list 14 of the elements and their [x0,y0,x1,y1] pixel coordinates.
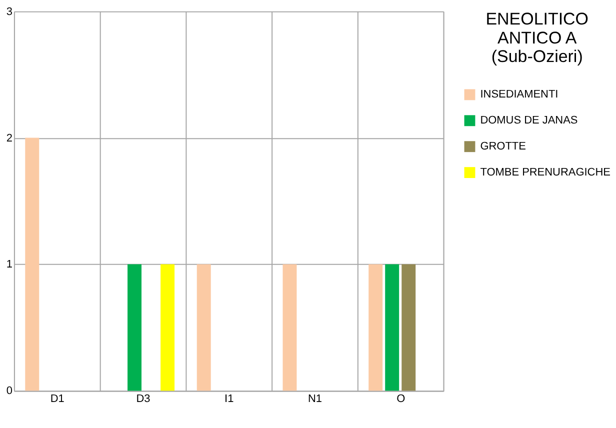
x-tick-label: O [396,393,406,406]
legend-title: ENEOLITICO ANTICO A (Sub-Ozieri) [486,9,589,66]
legend-label: INSEDIAMENTI [480,88,558,101]
y-tick-label: 3 [6,6,12,18]
y-tick-label: 0 [6,385,12,398]
legend-label: DOMUS DE JANAS [480,114,578,127]
y-tick-label: 2 [6,132,12,144]
y-tick-label: 1 [6,258,12,271]
x-tick-label: N1 [308,393,322,406]
legend-label: GROTTE [480,140,526,153]
legend-label: TOMBE PRENURAGICHE [480,166,610,179]
x-tick-label: D1 [50,393,64,406]
x-tick-label: D3 [136,393,150,406]
x-tick-label: I1 [224,393,234,406]
